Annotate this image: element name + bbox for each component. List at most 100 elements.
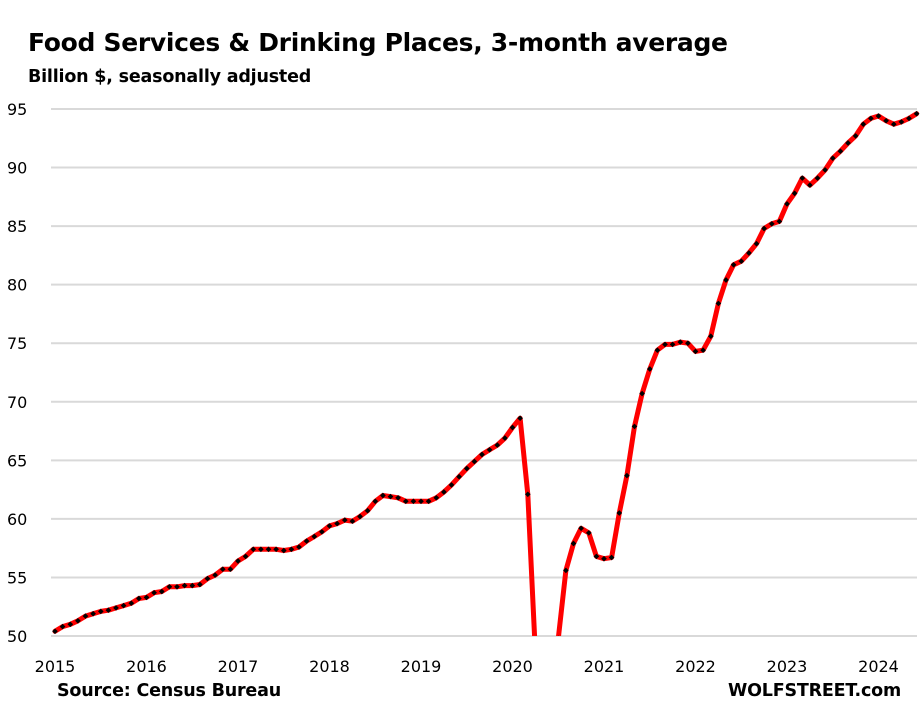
data-point	[898, 119, 905, 125]
data-point	[433, 494, 440, 501]
data-point	[616, 510, 623, 516]
data-point	[814, 175, 821, 181]
data-point	[227, 566, 234, 573]
data-point	[387, 493, 394, 500]
data-point	[533, 651, 539, 657]
x-tick-label: 2017	[218, 657, 259, 676]
data-point	[768, 220, 775, 227]
data-point	[486, 446, 493, 453]
data-point	[258, 546, 264, 553]
data-point	[829, 155, 836, 162]
x-tick-label: 2022	[675, 657, 716, 676]
x-tick-label: 2023	[767, 657, 808, 676]
data-point	[822, 167, 828, 173]
data-point	[845, 140, 851, 146]
data-point	[730, 261, 737, 268]
y-tick-label: 85	[7, 217, 27, 236]
data-point	[67, 621, 74, 628]
data-point	[776, 218, 783, 225]
data-point	[97, 608, 104, 615]
data-point	[890, 121, 897, 128]
data-point	[273, 546, 279, 553]
x-tick-label: 2018	[309, 657, 350, 676]
data-point	[303, 538, 310, 544]
data-point	[913, 110, 920, 117]
data-point	[479, 451, 485, 458]
data-point	[753, 240, 760, 247]
data-point	[448, 482, 455, 488]
data-point	[707, 333, 714, 340]
data-point	[791, 190, 798, 197]
data-point	[502, 435, 508, 441]
data-point	[860, 121, 867, 128]
data-point	[418, 498, 424, 505]
data-point	[402, 498, 409, 505]
data-point	[425, 498, 432, 505]
y-tick-label: 50	[7, 627, 27, 646]
data-point	[174, 583, 180, 590]
series-markers	[52, 110, 920, 657]
data-point	[578, 525, 584, 532]
data-point	[875, 113, 882, 119]
data-point	[746, 250, 752, 256]
data-point	[181, 582, 188, 589]
data-point	[593, 553, 600, 560]
data-point	[692, 348, 699, 355]
data-point	[280, 547, 287, 554]
x-tick-label: 2021	[584, 657, 625, 676]
data-point	[319, 528, 325, 535]
data-point	[357, 513, 363, 520]
data-point	[311, 533, 318, 540]
data-point	[166, 583, 173, 590]
data-point	[82, 613, 89, 619]
data-point	[509, 424, 516, 431]
data-point	[517, 415, 523, 422]
x-tick-label: 2015	[35, 657, 76, 676]
data-point	[120, 602, 127, 609]
x-tick-label: 2019	[401, 657, 442, 676]
data-point	[685, 340, 691, 347]
data-point	[212, 572, 218, 578]
y-tick-label: 65	[7, 451, 27, 470]
data-point	[700, 347, 706, 354]
data-point	[113, 605, 119, 611]
data-point	[463, 465, 470, 472]
data-point	[639, 390, 645, 397]
data-point	[608, 554, 615, 561]
data-point	[669, 341, 676, 348]
data-point	[570, 540, 577, 547]
data-point	[807, 182, 813, 188]
x-tick-label: 2016	[126, 657, 167, 676]
data-point	[151, 589, 157, 596]
x-tick-label: 2024	[858, 657, 899, 676]
data-point	[296, 544, 302, 550]
chart-subtitle: Billion $, seasonally adjusted	[28, 67, 312, 87]
data-point	[288, 546, 295, 553]
y-tick-label: 90	[7, 159, 27, 178]
data-point	[349, 518, 356, 525]
data-point	[326, 523, 333, 529]
data-point	[128, 600, 135, 607]
x-axis: 2015 2016 2017 2018 2019 2020 2021 2022 2023 2024	[35, 657, 899, 676]
data-point	[662, 341, 668, 348]
gridlines	[51, 108, 917, 637]
data-point	[456, 473, 462, 480]
data-point	[852, 133, 859, 139]
y-tick-label: 95	[7, 100, 27, 119]
data-point	[364, 507, 371, 514]
data-point	[601, 555, 607, 562]
data-point	[906, 115, 912, 122]
data-point	[395, 494, 401, 501]
source-note: Source: Census Bureau	[57, 681, 281, 701]
data-point	[59, 623, 66, 630]
data-point	[738, 258, 745, 265]
data-point	[136, 595, 142, 602]
y-tick-label: 75	[7, 334, 27, 353]
data-point	[784, 201, 790, 207]
data-point	[631, 423, 638, 430]
data-point	[75, 617, 81, 624]
data-point	[265, 546, 272, 553]
data-point	[799, 175, 806, 181]
data-point	[334, 520, 340, 527]
y-axis: 50 55 60 65 70 75 80 85 90 95	[7, 100, 27, 646]
